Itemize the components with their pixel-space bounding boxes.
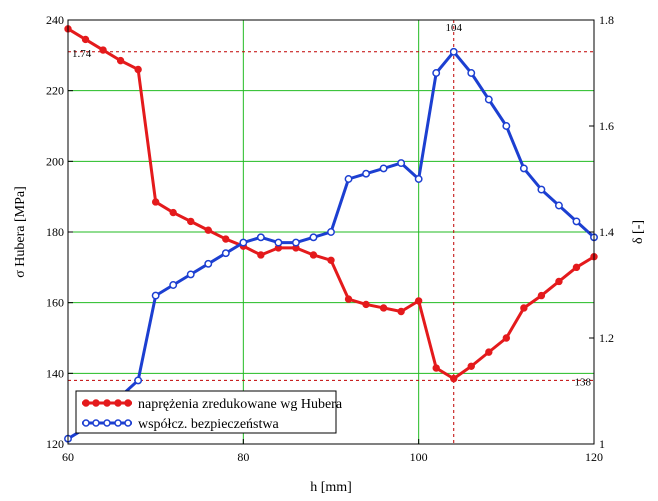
series-line-0 bbox=[67, 27, 595, 381]
data-point bbox=[344, 295, 353, 303]
y2-axis-title: δ [-] bbox=[631, 220, 646, 244]
y-tick-label: 120 bbox=[46, 437, 64, 451]
y-tick-label: 180 bbox=[46, 225, 64, 239]
y-tick-label: 240 bbox=[46, 13, 64, 27]
legend-marker bbox=[92, 399, 100, 407]
data-point bbox=[572, 263, 581, 272]
legend-marker bbox=[114, 419, 122, 427]
y2-tick-label: 1.2 bbox=[599, 331, 614, 345]
data-point bbox=[151, 291, 160, 300]
data-point bbox=[99, 46, 107, 54]
legend-label-bezpieczenstwa: współcz. bezpieczeństwa bbox=[138, 417, 279, 432]
data-point bbox=[169, 281, 178, 289]
data-point bbox=[204, 226, 212, 234]
y2-tick-label: 1.6 bbox=[599, 119, 614, 133]
data-point bbox=[379, 164, 388, 173]
data-point bbox=[362, 300, 370, 309]
data-point bbox=[134, 376, 143, 385]
data-point bbox=[134, 65, 142, 74]
y-tick-label: 200 bbox=[46, 154, 64, 168]
legend-marker bbox=[103, 419, 111, 427]
data-point bbox=[81, 35, 90, 44]
data-point bbox=[151, 198, 160, 206]
data-point bbox=[554, 201, 563, 210]
y-marker-right-label: 1.74 bbox=[72, 48, 92, 60]
data-point bbox=[537, 185, 546, 194]
legend-marker bbox=[82, 399, 90, 407]
y-tick-label: 140 bbox=[46, 366, 64, 380]
data-point bbox=[309, 233, 318, 242]
data-point bbox=[449, 47, 458, 56]
legend-swatch-bezpieczenstwa bbox=[82, 419, 132, 427]
y2-tick-label: 1.8 bbox=[599, 13, 614, 27]
data-point bbox=[502, 334, 511, 342]
y-axis-title: σ Hubera [MPa] bbox=[13, 186, 28, 278]
legend-marker bbox=[82, 419, 90, 427]
legend-marker bbox=[114, 399, 122, 407]
marker-layer bbox=[68, 20, 594, 444]
data-point bbox=[256, 233, 265, 242]
data-point bbox=[432, 364, 440, 372]
data-point bbox=[450, 374, 458, 383]
data-point bbox=[187, 217, 195, 226]
y2-tick-label: 1.4 bbox=[599, 225, 614, 239]
data-point bbox=[537, 291, 546, 300]
legend-label-hubera: naprężenia zredukowane wg Hubera bbox=[138, 397, 343, 412]
y-marker-left-label: 138 bbox=[575, 376, 592, 388]
data-point bbox=[397, 159, 406, 168]
data-point bbox=[327, 228, 335, 236]
x-tick-label: 100 bbox=[410, 450, 428, 464]
data-point bbox=[309, 251, 318, 259]
y-tick-label: 220 bbox=[46, 84, 64, 98]
data-point bbox=[221, 249, 230, 258]
data-point bbox=[502, 122, 511, 130]
data-point bbox=[520, 304, 528, 312]
data-point bbox=[519, 164, 528, 173]
series-0 bbox=[64, 25, 598, 383]
data-point bbox=[414, 297, 423, 305]
data-point bbox=[432, 69, 441, 77]
data-point bbox=[467, 69, 476, 77]
data-point bbox=[555, 277, 563, 286]
data-point bbox=[397, 307, 405, 316]
data-point bbox=[186, 270, 195, 279]
x-marker-label: 104 bbox=[445, 22, 462, 34]
y2-tick-label: 1 bbox=[599, 437, 605, 451]
data-point bbox=[485, 348, 493, 356]
data-point bbox=[169, 208, 177, 217]
data-point bbox=[274, 238, 283, 247]
x-tick-label: 120 bbox=[585, 450, 603, 464]
data-point bbox=[572, 217, 581, 226]
legend-swatch-hubera bbox=[82, 399, 132, 407]
data-point bbox=[327, 256, 335, 264]
legend: naprężenia zredukowane wg Hubera współcz… bbox=[75, 390, 343, 434]
data-point bbox=[222, 235, 230, 243]
x-tick-label: 60 bbox=[62, 450, 74, 464]
y-tick-label: 160 bbox=[46, 296, 64, 310]
data-point bbox=[379, 304, 388, 312]
data-point bbox=[344, 175, 353, 183]
data-point bbox=[204, 259, 213, 268]
data-point bbox=[116, 56, 125, 65]
tick-layer: 60 80 100 120 120 140 160 180 200 220 240 1 1.2 1.4 1.… bbox=[46, 13, 614, 464]
legend-marker bbox=[103, 399, 111, 407]
data-point bbox=[484, 95, 493, 104]
data-point bbox=[467, 362, 475, 370]
legend-marker bbox=[124, 399, 132, 407]
x-axis-title: h [mm] bbox=[310, 480, 352, 495]
data-point bbox=[414, 175, 423, 183]
legend-marker bbox=[124, 419, 132, 427]
series-layer bbox=[64, 25, 598, 443]
data-point bbox=[257, 251, 265, 259]
data-point bbox=[362, 169, 371, 178]
data-point bbox=[239, 238, 248, 247]
data-point bbox=[291, 238, 300, 247]
legend-marker bbox=[92, 419, 100, 427]
x-tick-label: 80 bbox=[237, 450, 249, 464]
